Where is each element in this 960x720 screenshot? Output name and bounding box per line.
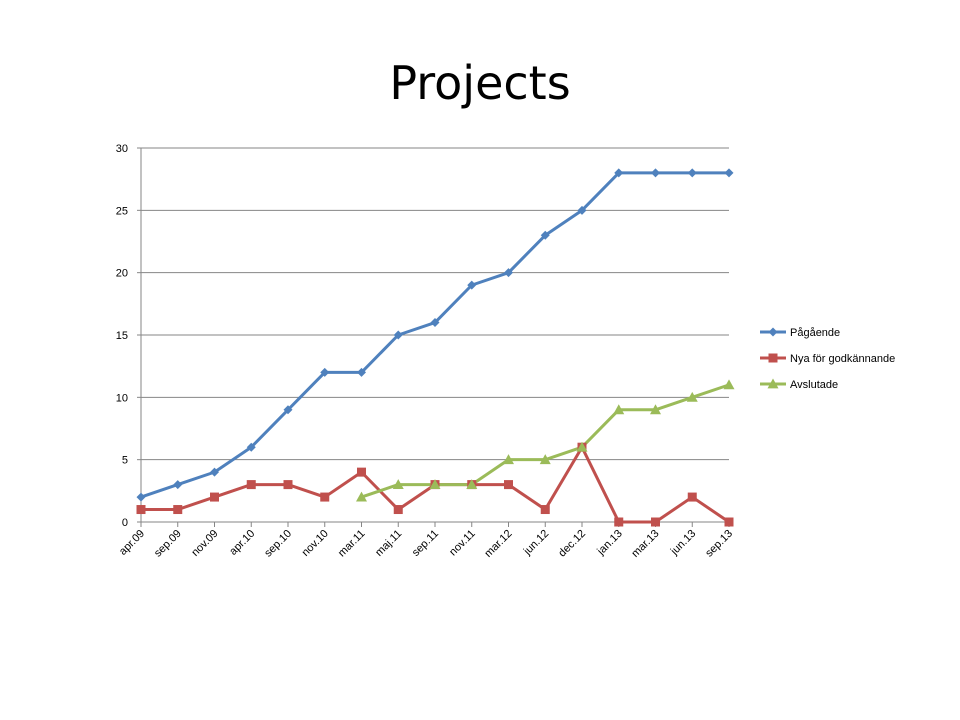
series-1-point [614,517,624,527]
legend: Pågående Nya för godkännande Avslutade [760,327,895,391]
x-tick-label: jun.13 [668,528,698,558]
series-0-point [540,230,550,240]
series-0-point [651,168,660,178]
x-tick-label: jun.12 [521,528,551,558]
gridlines [141,147,729,523]
x-tick-label: dec.12 [556,528,588,560]
series-2-point [429,479,441,489]
series-lines [140,171,730,524]
x-tick-label: sep.10 [262,528,294,560]
x-tick-label: nov.11 [447,528,478,559]
series-0-point [504,268,513,278]
series-1-point [320,492,330,502]
series-1-point [136,505,146,515]
series-0-point [393,330,403,340]
x-tick-label: maj.11 [373,528,404,559]
series-0-point [173,480,183,490]
series-2-point [356,491,367,502]
x-tick-label: apr.09 [117,528,147,558]
x-tick-label: mar.11 [336,528,368,560]
series-1-point [210,492,219,502]
series-1-point [540,505,550,515]
series-2-line [361,383,730,499]
axes [137,147,730,527]
y-tick-label: 0 [122,517,128,529]
series-1-point [651,517,660,527]
series-0-point [320,367,330,377]
series-2-point [650,404,661,415]
x-tick-label: sep.11 [410,528,441,559]
y-tick-label: 30 [116,143,128,155]
x-tick-label: jan.13 [594,528,624,558]
series-0-point [246,442,256,452]
series-1-point [504,480,513,490]
series-0-point [614,168,624,178]
series-1-point [724,517,734,527]
series-0-point [136,492,146,502]
series-2-point [503,454,514,465]
series-2-point [392,479,404,489]
slide-title: Projects [389,56,571,110]
x-axis-ticks: apr.09 sep.09 nov.09 apr.10 sep.10 nov.10 mar.… [117,528,735,560]
legend-label: Nya för godkännande [790,353,895,365]
series-2-point [723,379,735,390]
legend-swatch-marker [768,353,778,363]
series-2-point [539,454,551,465]
series-1-point [283,480,293,490]
series-0-point [357,367,366,377]
legend-swatch-marker [767,378,779,389]
x-tick-label: sep.13 [703,528,735,560]
y-tick-label: 15 [116,330,128,342]
legend-label: Pågående [790,327,840,339]
y-tick-label: 10 [116,392,128,404]
series-1-point [357,467,366,477]
series-1-point [246,480,256,490]
series-1-point [687,492,697,502]
y-tick-label: 5 [122,455,128,467]
series-markers [136,168,735,527]
series-0-point [210,467,219,477]
legend-swatch-marker [768,327,778,337]
legend-label: Avslutade [790,379,838,391]
x-tick-label: sep.09 [152,528,184,560]
series-0-point [467,280,477,290]
x-tick-label: nov.09 [189,528,220,559]
series-2-point [576,441,588,452]
series-2-point [613,404,625,415]
x-tick-label: mar.12 [482,528,514,560]
series-0-point [724,168,734,178]
series-1-point [173,505,183,515]
series-2-point [686,391,698,402]
series-1-point [393,505,403,515]
series-0-point [687,168,697,178]
y-tick-label: 20 [116,268,128,280]
series-2-point [466,479,478,489]
x-tick-label: nov.10 [300,528,331,559]
y-axis-ticks: 0 5 10 15 20 25 30 [116,143,128,529]
x-tick-label: mar.13 [629,528,661,560]
x-tick-label: apr.10 [227,528,257,558]
series-0-point [577,205,587,215]
y-tick-label: 25 [116,205,128,217]
series-0-point [283,405,293,415]
series-0-point [430,318,440,328]
